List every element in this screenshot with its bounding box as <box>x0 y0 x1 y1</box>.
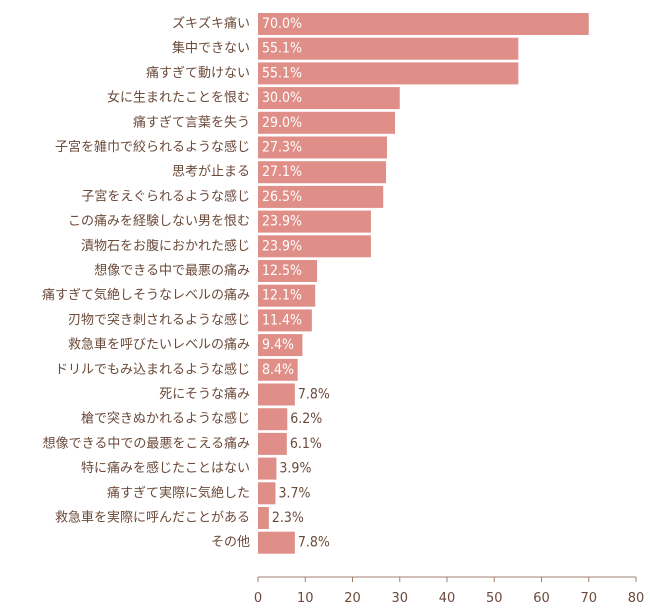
x-tick-label-20: 20 <box>344 591 361 606</box>
category-label-5: 痛すぎて言葉を失う <box>133 114 250 130</box>
bar-14 <box>258 334 303 357</box>
x-tick-label-40: 40 <box>439 591 456 606</box>
bar-3 <box>258 62 519 85</box>
value-label-22: 7.8% <box>298 535 330 551</box>
category-label-15: ドリルでもみ込まれるような感じ <box>55 361 250 377</box>
x-tick-label-10: 10 <box>297 591 314 606</box>
category-label-17: 槍で突きぬかれるような感じ <box>81 411 250 427</box>
bar-5 <box>258 111 396 134</box>
bar-22 <box>258 531 295 554</box>
bar-16 <box>258 383 295 406</box>
bar-6 <box>258 136 387 159</box>
category-label-1: ズキズキ痛い <box>172 16 250 32</box>
bar-10 <box>258 235 371 258</box>
bar-4 <box>258 87 400 110</box>
value-label-4: 30.0% <box>262 90 302 106</box>
bar-17 <box>258 408 288 431</box>
value-label-17: 6.2% <box>290 411 322 427</box>
category-label-4: 女に生まれたことを恨む <box>107 90 250 106</box>
value-label-15: 8.4% <box>262 362 294 378</box>
value-label-5: 29.0% <box>262 115 302 131</box>
category-label-14: 救急車を呼びたいレベルの痛み <box>68 337 250 353</box>
category-label-11: 想像できる中で最悪の痛み <box>94 263 250 279</box>
category-labels: ズキズキ痛い集中できない痛すぎて動けない女に生まれたことを恨む痛すぎて言葉を失う… <box>42 16 250 551</box>
bar-1 <box>258 13 589 35</box>
x-tick-label-70: 70 <box>580 591 597 606</box>
bar-15 <box>258 358 298 381</box>
category-label-16: 死にそうな痛み <box>159 386 250 402</box>
value-label-13: 11.4% <box>262 312 302 328</box>
value-label-7: 27.1% <box>262 164 302 180</box>
value-label-16: 7.8% <box>298 387 330 403</box>
category-label-12: 痛すぎて気絶しそうなレベルの痛み <box>42 287 250 303</box>
category-label-18: 想像できる中での最悪をこえる痛み <box>43 435 250 451</box>
bars <box>258 13 589 554</box>
value-label-11: 12.5% <box>262 263 302 279</box>
bar-20 <box>258 482 276 505</box>
bar-11 <box>258 260 318 282</box>
x-tick-label-60: 60 <box>533 591 550 606</box>
value-label-8: 26.5% <box>262 189 302 205</box>
value-label-14: 9.4% <box>262 337 294 353</box>
value-label-18: 6.1% <box>290 436 322 452</box>
category-label-19: 特に痛みを感じたことはない <box>81 460 250 476</box>
value-label-6: 27.3% <box>262 140 302 156</box>
category-label-8: 子宮をえぐられるような感じ <box>81 188 250 204</box>
category-label-22: その他 <box>211 535 250 550</box>
bar-9 <box>258 210 371 233</box>
value-label-3: 55.1% <box>262 65 302 81</box>
value-label-21: 2.3% <box>272 510 304 526</box>
value-label-9: 23.9% <box>262 214 302 230</box>
value-labels: 70.0% 55.1% 55.1% 30.0% 29.0% 27.3% 27.1% 26.5%… <box>262 16 330 551</box>
x-tick-label-80: 80 <box>628 591 645 606</box>
category-label-7: 思考が止まる <box>172 165 250 180</box>
x-tick-label-50: 50 <box>486 591 503 606</box>
category-label-2: 集中できない <box>172 40 250 56</box>
value-label-10: 23.9% <box>262 238 302 254</box>
bar-7 <box>258 161 387 184</box>
value-label-12: 12.1% <box>262 288 302 304</box>
category-label-3: 痛すぎて動けない <box>146 65 250 81</box>
x-tick-label-30: 30 <box>391 591 408 606</box>
value-label-1: 70.0% <box>262 16 302 32</box>
category-label-10: 漬物石をお腹におかれた感じ <box>81 238 250 254</box>
bar-8 <box>258 185 384 208</box>
category-label-13: 刃物で突き刺されるような感じ <box>68 312 250 328</box>
x-tick-labels: 0 10 20 30 40 50 60 70 80 <box>254 577 644 606</box>
category-label-6: 子宮を雑巾で絞られるような感じ <box>55 139 250 155</box>
bar-21 <box>258 507 269 529</box>
value-label-19: 3.9% <box>279 461 311 477</box>
bar-2 <box>258 37 519 60</box>
bar-12 <box>258 284 316 307</box>
x-tick-label-0: 0 <box>254 591 262 606</box>
value-label-20: 3.7% <box>278 485 310 501</box>
category-label-9: この痛みを経験しない男を恨む <box>68 213 250 229</box>
bar-13 <box>258 309 312 332</box>
category-label-20: 痛すぎて実際に気絶した <box>107 485 250 501</box>
category-label-21: 救急車を実際に呼んだことがある <box>55 510 250 526</box>
value-label-2: 55.1% <box>262 41 302 57</box>
bar-18 <box>258 432 287 455</box>
bar-19 <box>258 457 277 480</box>
